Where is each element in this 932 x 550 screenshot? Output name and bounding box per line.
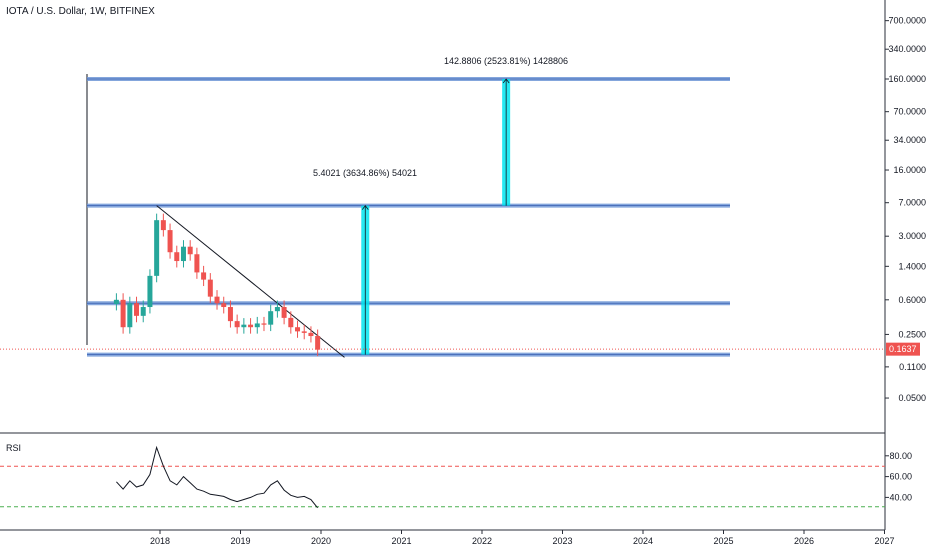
- price-axis-tick-label: 3.0000: [898, 231, 926, 241]
- candle-body: [134, 303, 140, 316]
- candle-body: [234, 321, 240, 328]
- price-axis-tick-label: 70.0000: [893, 107, 926, 117]
- time-axis-tick-label: 2024: [633, 536, 653, 546]
- price-axis-tick-label: 0.2500: [898, 329, 926, 339]
- time-axis-tick-label: 2020: [311, 536, 331, 546]
- candle-body: [288, 317, 294, 328]
- time-axis-tick-label: 2019: [230, 536, 250, 546]
- candle-body: [120, 299, 126, 328]
- rsi-axis-tick-label: 80.00: [889, 451, 912, 461]
- candle-body: [207, 279, 213, 297]
- price-axis-tick-label: 700.0000: [888, 16, 926, 26]
- candle-body: [214, 296, 220, 304]
- candle-body: [127, 303, 133, 328]
- candle-body: [154, 220, 160, 276]
- candle-body: [160, 220, 166, 231]
- candle-body: [140, 307, 146, 316]
- candle-body: [268, 311, 274, 325]
- current-price-tag: [886, 342, 920, 356]
- candle-body: [261, 323, 267, 325]
- candle-body: [187, 246, 193, 255]
- rsi-series-line: [116, 445, 318, 509]
- candle-body: [174, 252, 180, 262]
- time-axis-tick-label: 2025: [713, 536, 733, 546]
- candle-body: [315, 336, 321, 350]
- time-axis-tick-label: 2026: [794, 536, 814, 546]
- time-axis-tick-label: 2027: [874, 536, 894, 546]
- time-axis-tick-label: 2018: [150, 536, 170, 546]
- price-axis-tick-label: 340.0000: [888, 44, 926, 54]
- candle-body: [167, 230, 173, 253]
- candle-body: [241, 324, 247, 328]
- candle-body: [301, 331, 307, 333]
- rsi-axis-tick-label: 60.00: [889, 472, 912, 482]
- candle-body: [281, 307, 287, 318]
- measure-label-large: 142.8806 (2523.81%) 1428806: [444, 56, 568, 66]
- candle-body: [194, 254, 200, 273]
- chart-title: IOTA / U.S. Dollar, 1W, BITFINEX: [6, 6, 155, 17]
- candle-body: [254, 323, 260, 328]
- time-axis-tick-label: 2023: [552, 536, 572, 546]
- trendline[interactable]: [156, 205, 345, 358]
- rsi-axis-tick-label: 40.00: [889, 492, 912, 502]
- rsi-label: RSI: [6, 443, 21, 453]
- price-axis-tick-label: 34.0000: [893, 135, 926, 145]
- price-axis-tick-label: 160.0000: [888, 74, 926, 84]
- price-axis-tick-label: 0.1100: [899, 362, 926, 372]
- time-axis-tick-label: 2021: [391, 536, 411, 546]
- measure-label-small: 5.4021 (3634.86%) 54021: [313, 168, 417, 178]
- candle-body: [308, 332, 314, 337]
- candle-body: [147, 275, 153, 308]
- candle-body: [274, 307, 280, 312]
- candle-body: [227, 307, 233, 322]
- candle-body: [248, 324, 254, 328]
- price-axis-tick-label: 0.6000: [898, 295, 926, 305]
- candle-body: [295, 327, 301, 332]
- current-price-label: 0.1637: [889, 344, 917, 354]
- candle-body: [180, 246, 186, 262]
- price-axis-tick-label: 7.0000: [898, 198, 926, 208]
- price-axis-tick-label: 1.4000: [898, 261, 926, 271]
- price-axis-tick-label: 0.0500: [898, 393, 926, 403]
- price-axis-tick-label: 16.0000: [893, 165, 926, 175]
- arrow-up-icon: [502, 78, 510, 84]
- candle-body: [113, 299, 119, 304]
- time-axis-tick-label: 2022: [472, 536, 492, 546]
- candle-body: [221, 303, 227, 308]
- arrow-up-icon: [361, 204, 369, 210]
- candle-body: [201, 272, 207, 280]
